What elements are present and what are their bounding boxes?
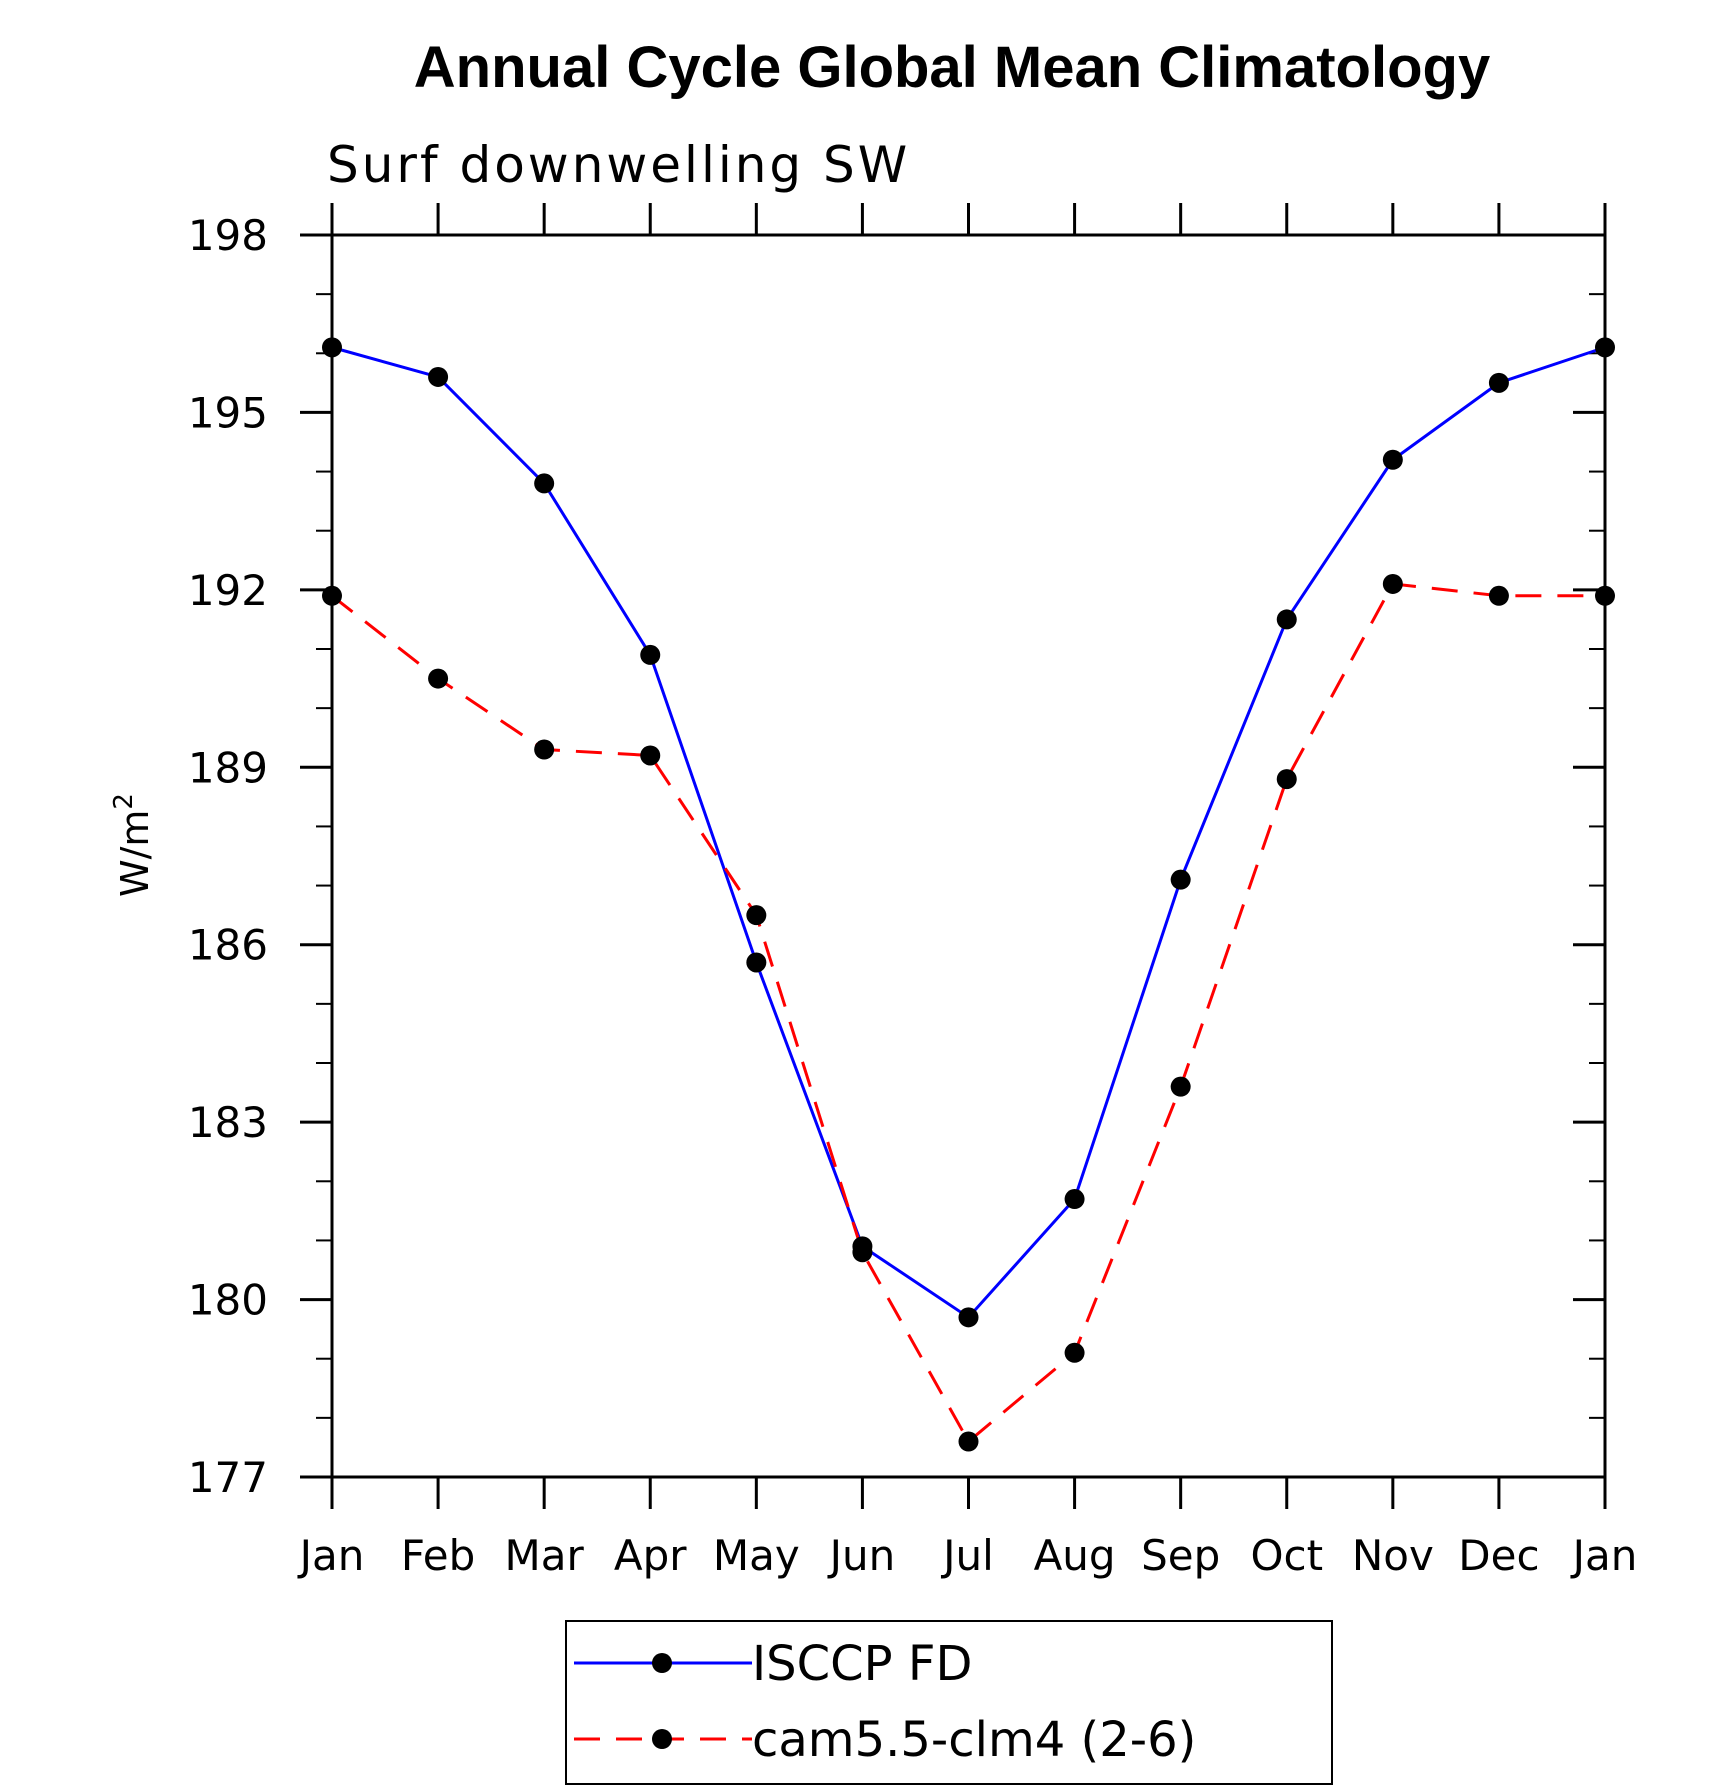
x-tick-label: May <box>713 1531 800 1580</box>
series-1-point <box>852 1242 873 1263</box>
series-0-point <box>1276 609 1297 630</box>
legend-marker-cam <box>652 1729 672 1749</box>
x-tick-label: Oct <box>1250 1531 1323 1580</box>
x-tick-label: Aug <box>1034 1531 1116 1580</box>
series-1-point <box>1064 1342 1085 1363</box>
series-1-point <box>1595 585 1615 606</box>
series-0-point <box>746 952 767 973</box>
x-tick-label: Nov <box>1352 1531 1434 1580</box>
series-1-point <box>640 745 661 766</box>
series-1-point <box>1488 585 1509 606</box>
x-tick-label: Jul <box>940 1531 994 1580</box>
x-tick-label: Jun <box>827 1531 896 1580</box>
series-1-point <box>1170 1076 1191 1097</box>
y-tick-label: 198 <box>188 211 268 260</box>
x-tick-label: Jan <box>297 1531 365 1580</box>
legend-label-isccp: ISCCP FD <box>752 1636 972 1692</box>
series-0-point <box>1595 337 1615 358</box>
y-tick-label: 183 <box>188 1098 268 1147</box>
x-tick-label: Feb <box>401 1531 475 1580</box>
chart-subtitle: Surf downwelling SW <box>327 136 910 194</box>
y-axis-label: W/m2 <box>109 793 157 897</box>
legend-label-cam: cam5.5-clm4 (2-6) <box>752 1712 1196 1768</box>
x-tick-label: Mar <box>505 1531 585 1580</box>
series-0-point <box>1382 449 1403 470</box>
series-0-point <box>958 1307 979 1328</box>
legend-box <box>565 1620 1333 1785</box>
y-tick-label: 192 <box>188 566 268 615</box>
legend-marker-isccp <box>652 1653 672 1673</box>
axes: Jan Feb Mar Apr May Jun Jul Aug Sep Oct Nov Dec Jan 1… <box>188 203 1638 1580</box>
y-axis-label-base: W/m <box>113 810 157 897</box>
series-0-point <box>1064 1189 1085 1210</box>
y-tick-label: 186 <box>188 921 268 970</box>
svg-text:W/m2: W/m2 <box>109 793 157 897</box>
y-tick-label: 189 <box>188 743 268 792</box>
legend: ISCCP FD cam5.5-clm4 (2-6) <box>565 1620 1333 1785</box>
series-1-point <box>746 905 767 926</box>
series-1-point <box>1382 573 1403 594</box>
series-0-point <box>640 644 661 665</box>
x-tick-label: Apr <box>614 1531 687 1580</box>
series-0-point <box>322 337 342 358</box>
series-line-0 <box>331 345 1606 1320</box>
series-1-point <box>1276 769 1297 790</box>
y-axis-label-sup: 2 <box>109 793 139 810</box>
series-1-point <box>428 668 449 689</box>
plot-frame <box>330 233 1607 1479</box>
x-tick-label: Dec <box>1458 1531 1539 1580</box>
y-tick-label: 180 <box>188 1276 268 1325</box>
y-tick-label: 177 <box>188 1453 268 1502</box>
series-0-point <box>1170 869 1191 890</box>
series <box>322 337 1615 1452</box>
series-0-point <box>1488 372 1509 393</box>
series-0-point <box>428 366 449 387</box>
y-tick-label: 195 <box>188 388 268 437</box>
series-1-point <box>958 1431 979 1452</box>
x-tick-label: Jan <box>1570 1531 1638 1580</box>
chart-title: Annual Cycle Global Mean Climatology <box>414 35 1490 100</box>
series-1-point <box>322 585 342 606</box>
x-tick-label: Sep <box>1141 1531 1220 1580</box>
series-1-point <box>534 739 555 760</box>
series-0-point <box>534 473 555 494</box>
